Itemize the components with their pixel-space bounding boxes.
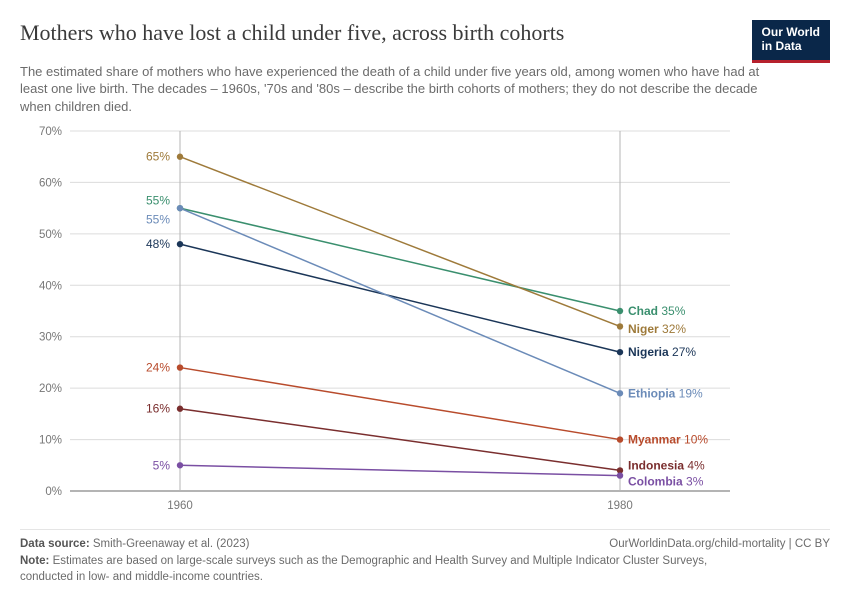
y-axis-label: 50% [39,229,62,241]
series-point [617,437,623,443]
logo-line-1: Our World [762,25,820,39]
attribution-text: OurWorldinData.org/child-mortality | CC … [609,538,830,550]
series-point [177,205,183,211]
series-line-myanmar [180,368,620,440]
line-chart: 0% 10% 20% 30% 40% 50% 60% 70% 1960 1980 55% Chad 3… [20,121,830,521]
note-text: Estimates are based on large-scale surve… [20,555,707,583]
series-point [617,390,623,396]
series-start-label: 55% [146,194,170,208]
series-start-label: 55% [146,213,170,227]
series-point [617,308,623,314]
logo-line-2: in Data [762,39,802,53]
page-title: Mothers who have lost a child under five… [20,20,564,46]
series-point [177,406,183,412]
series-end-label-niger: Niger 32% [628,322,686,336]
series-point [177,365,183,371]
series-point [617,349,623,355]
series-point [177,462,183,468]
y-axis-label: 10% [39,435,62,447]
source-prefix: Data source: [20,538,90,550]
series-end-label-nigeria: Nigeria 27% [628,345,696,359]
source-text: Smith-Greenaway et al. (2023) [93,538,250,550]
series-point [617,473,623,479]
x-axis-label: 1980 [607,500,633,512]
series-end-label-chad: Chad 35% [628,304,686,318]
series-point [177,241,183,247]
series-end-label-ethiopia: Ethiopia 19% [628,387,703,401]
y-axis-label: 60% [39,178,62,190]
series-line-nigeria [180,244,620,352]
series-start-label: 16% [146,402,170,416]
series-start-label: 5% [153,459,171,473]
owid-logo: Our World in Data [752,20,830,63]
y-axis-label: 0% [45,486,62,498]
series-point [617,323,623,329]
y-axis-label: 30% [39,332,62,344]
series-start-label: 24% [146,361,170,375]
note-prefix: Note: [20,555,49,567]
series-end-label-colombia: Colombia 3% [628,475,704,489]
series-start-label: 65% [146,150,170,164]
series-start-label: 48% [146,237,170,251]
series-line-colombia [180,466,620,476]
series-end-label-myanmar: Myanmar 10% [628,433,708,447]
x-axis-label: 1960 [167,500,193,512]
series-end-label-indonesia: Indonesia 4% [628,459,705,473]
y-axis-label: 40% [39,281,62,293]
chart-area: 0% 10% 20% 30% 40% 50% 60% 70% 1960 1980 55% Chad 3… [20,121,830,521]
page-subtitle: The estimated share of mothers who have … [20,63,780,116]
y-axis-label: 20% [39,383,62,395]
y-axis-label: 70% [39,126,62,138]
series-point [177,154,183,160]
chart-footer: Data source: Smith-Greenaway et al. (202… [20,529,830,585]
